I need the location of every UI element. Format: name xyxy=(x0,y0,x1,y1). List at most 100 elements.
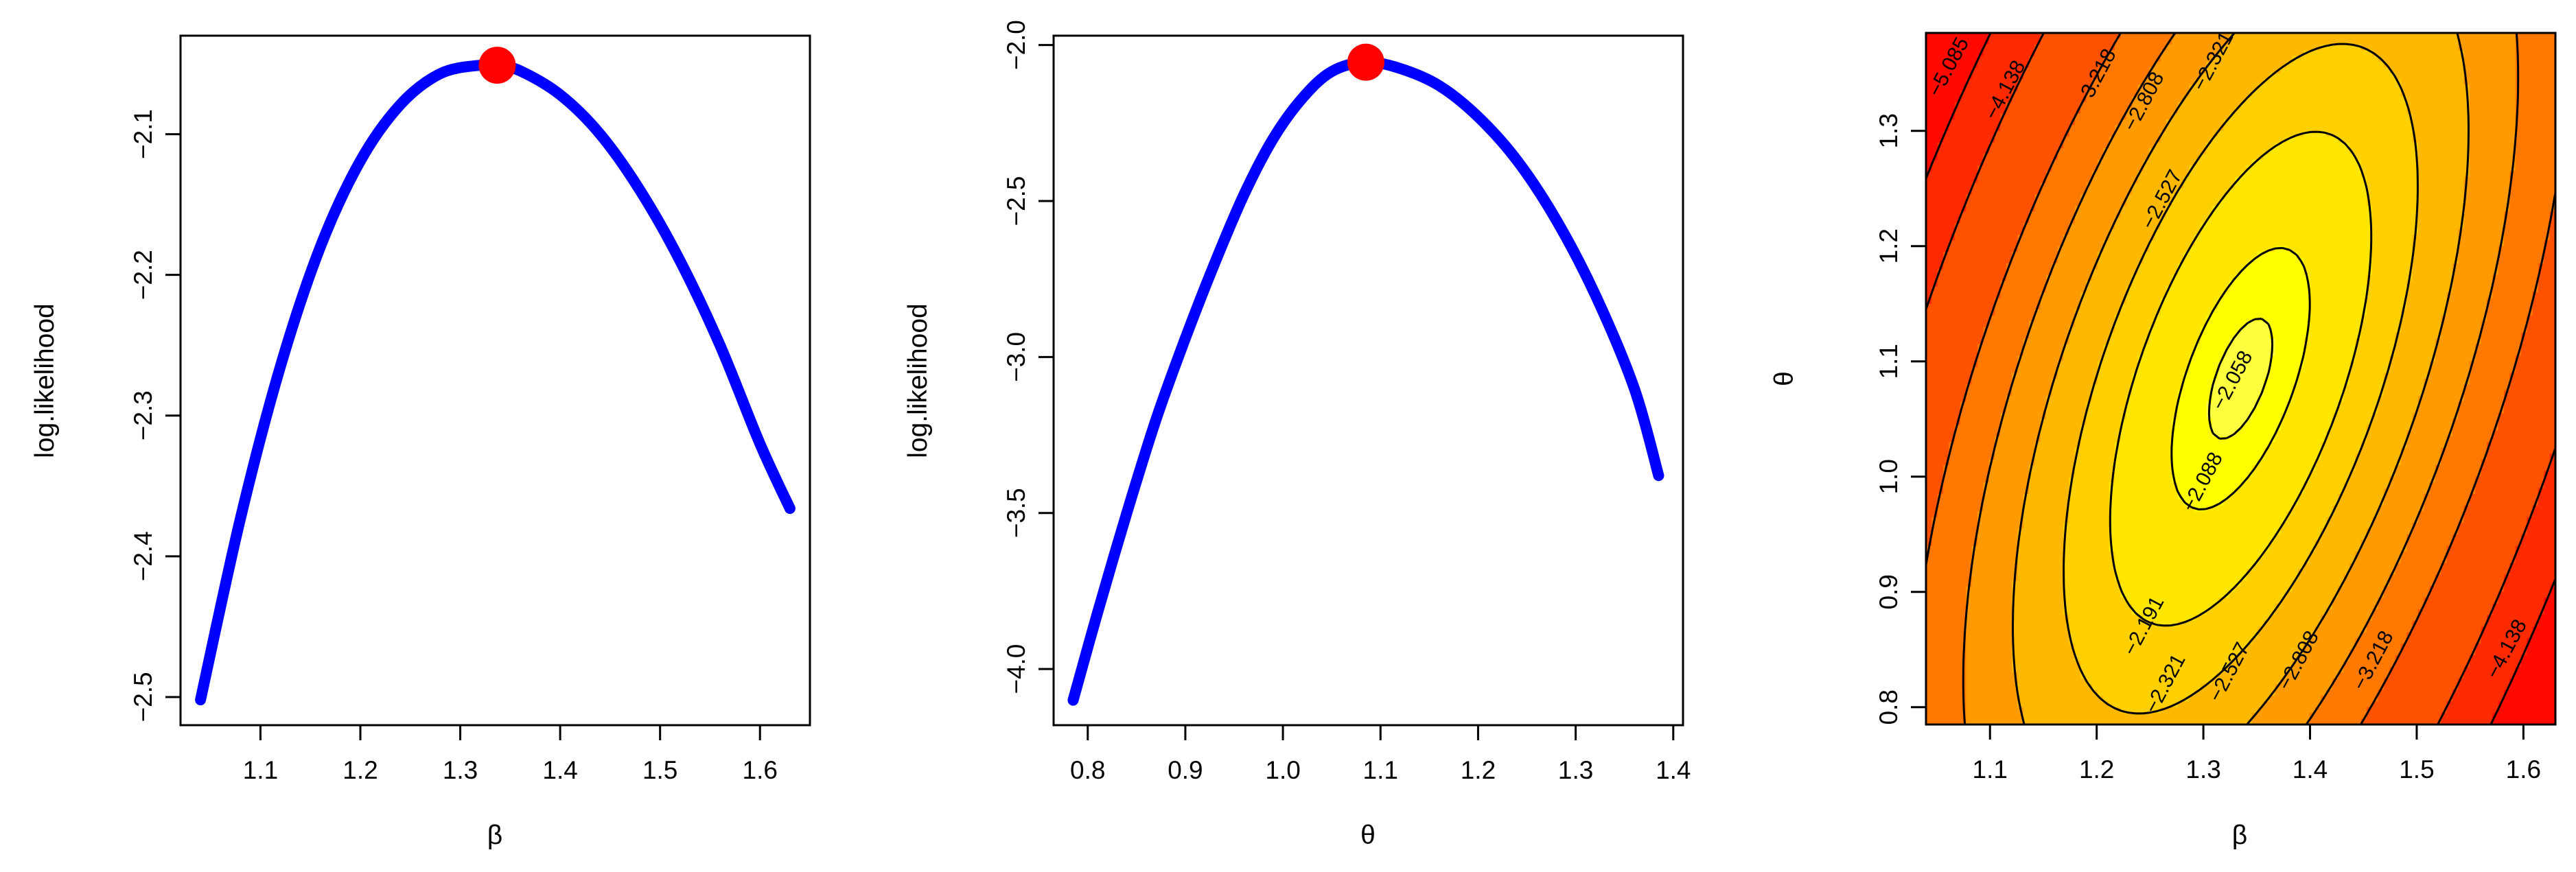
heat-cell xyxy=(2091,459,2098,466)
heat-cell xyxy=(2126,552,2133,558)
heat-cell xyxy=(2057,240,2064,247)
heat-cell xyxy=(2074,482,2081,489)
heat-cell xyxy=(2000,569,2007,576)
heat-cell xyxy=(1995,56,2001,62)
heat-cell xyxy=(2029,580,2036,587)
heat-cell xyxy=(2000,44,2007,51)
heat-cell xyxy=(1983,696,1990,703)
heat-cell xyxy=(1988,79,1995,86)
heat-cell xyxy=(2149,159,2156,166)
heat-cell xyxy=(2155,430,2161,437)
heat-cell xyxy=(2109,200,2115,207)
heat-cell xyxy=(1943,413,1950,420)
heat-cell xyxy=(2074,154,2081,161)
heat-cell xyxy=(2109,384,2115,391)
heat-cell xyxy=(1949,396,1956,403)
heat-cell xyxy=(2017,661,2024,668)
heat-cell xyxy=(2069,672,2076,679)
heat-cell xyxy=(2040,56,2047,62)
heat-cell xyxy=(2074,563,2081,569)
heat-cell xyxy=(1931,62,1938,69)
heat-cell xyxy=(2155,505,2161,512)
heat-cell xyxy=(2006,545,2012,552)
heat-cell xyxy=(1971,453,1978,460)
heat-cell xyxy=(2115,609,2122,616)
heat-cell xyxy=(2109,667,2115,674)
heat-cell xyxy=(2115,471,2122,478)
heat-cell xyxy=(2098,442,2104,449)
heat-cell xyxy=(2063,655,2070,662)
heat-cell xyxy=(2115,159,2122,166)
heat-cell xyxy=(2040,33,2047,40)
heat-cell xyxy=(2086,667,2093,674)
heat-cell xyxy=(2046,563,2053,569)
heat-cell xyxy=(2149,436,2156,443)
heat-cell xyxy=(1988,672,1995,679)
heat-cell xyxy=(2012,96,2019,103)
heat-cell xyxy=(1960,557,1967,564)
heat-cell xyxy=(1977,667,1984,674)
heat-cell xyxy=(1983,350,1990,357)
heat-cell xyxy=(1926,591,1933,598)
heat-cell xyxy=(2046,79,2053,86)
heat-cell xyxy=(2155,465,2161,472)
heat-cell xyxy=(2057,667,2064,674)
y-tick-label: −2.5 xyxy=(1002,176,1030,226)
heat-cell xyxy=(2063,707,2070,714)
heat-cell xyxy=(1949,62,1956,69)
heat-cell xyxy=(2000,447,2007,454)
heat-cell xyxy=(2109,252,2115,259)
heat-cell xyxy=(2098,309,2104,316)
heat-cell xyxy=(2012,91,2019,97)
heat-cell xyxy=(1988,523,1995,530)
heat-cell xyxy=(2132,390,2139,397)
heat-cell xyxy=(1988,649,1995,656)
heat-cell xyxy=(1926,344,1933,351)
heat-cell xyxy=(1995,228,2001,235)
heat-cell xyxy=(2069,453,2076,460)
heat-cell xyxy=(2023,436,2030,443)
heat-cell xyxy=(2069,344,2076,351)
heat-cell xyxy=(1971,390,1978,397)
heat-cell xyxy=(1931,240,1938,247)
heat-cell xyxy=(2132,38,2139,45)
heat-cell xyxy=(2132,661,2139,668)
heat-cell xyxy=(2046,713,2053,720)
heat-cell xyxy=(2046,707,2053,714)
heat-cell xyxy=(2109,379,2115,386)
heat-cell xyxy=(1926,499,1933,506)
heat-cell xyxy=(1954,569,1961,576)
heat-cell xyxy=(1977,321,1984,328)
heat-cell xyxy=(2017,419,2024,425)
y-tick-label: −2.0 xyxy=(1002,20,1030,70)
heat-cell xyxy=(2040,200,2047,207)
heat-cell xyxy=(2155,119,2161,126)
heat-cell xyxy=(2155,367,2161,374)
heat-cell xyxy=(2069,396,2076,403)
heat-cell xyxy=(2109,707,2115,714)
heat-cell xyxy=(2046,119,2053,126)
heat-cell xyxy=(1977,361,1984,368)
heat-cell xyxy=(2023,327,2030,333)
heat-cell xyxy=(1943,436,1950,443)
heat-cell xyxy=(1943,517,1950,523)
heat-cell xyxy=(1937,240,1944,247)
heat-cell xyxy=(2103,321,2110,328)
heat-cell xyxy=(1971,159,1978,166)
heat-cell xyxy=(2120,338,2127,345)
heat-cell xyxy=(1937,586,1944,593)
heat-cell xyxy=(2155,102,2161,108)
heat-cell xyxy=(2120,62,2127,69)
heat-cell xyxy=(2000,142,2007,149)
heat-cell xyxy=(1937,91,1944,97)
heat-cell xyxy=(2052,182,2058,189)
heat-cell xyxy=(2006,177,2012,184)
heat-cell xyxy=(2120,690,2127,696)
heat-cell xyxy=(1960,44,1967,51)
heat-cell xyxy=(1966,598,1973,604)
heat-cell xyxy=(2149,303,2156,310)
heat-cell xyxy=(2057,84,2064,91)
heat-cell xyxy=(2126,292,2133,299)
heat-cell xyxy=(1926,315,1933,322)
heat-cell xyxy=(2034,713,2041,720)
